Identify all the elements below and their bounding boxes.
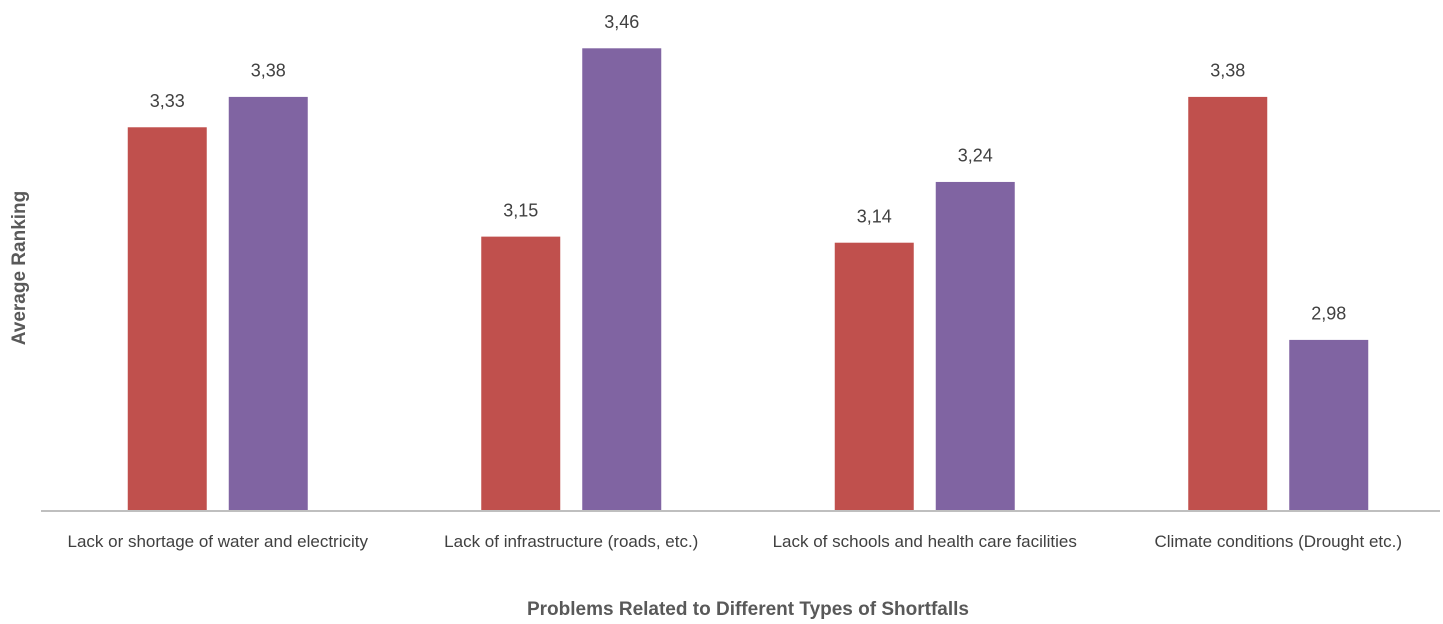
bar <box>1188 96 1268 511</box>
data-label: 3,38 <box>251 61 286 81</box>
data-label: 3,14 <box>857 206 892 226</box>
data-label: 2,98 <box>1311 304 1346 324</box>
data-label: 3,46 <box>604 12 639 32</box>
x-tick-label: Lack of schools and health care faciliti… <box>772 532 1077 551</box>
bar <box>1289 339 1369 510</box>
x-axis-title: Problems Related to Different Types of S… <box>527 599 969 620</box>
bar <box>228 96 308 511</box>
bar <box>582 48 662 511</box>
data-label: 3,15 <box>503 200 538 220</box>
bar <box>834 242 914 510</box>
data-label: 3,38 <box>1210 61 1245 81</box>
data-label: 3,33 <box>150 91 185 111</box>
x-tick-label: Lack of infrastructure (roads, etc.) <box>444 532 699 551</box>
bar <box>127 127 207 511</box>
data-label: 3,24 <box>958 146 993 166</box>
bar <box>481 236 561 510</box>
y-axis-title: Average Ranking <box>9 191 30 346</box>
bar <box>935 181 1015 510</box>
x-tick-label: Lack or shortage of water and electricit… <box>67 532 368 551</box>
x-tick-label: Climate conditions (Drought etc.) <box>1154 532 1403 551</box>
